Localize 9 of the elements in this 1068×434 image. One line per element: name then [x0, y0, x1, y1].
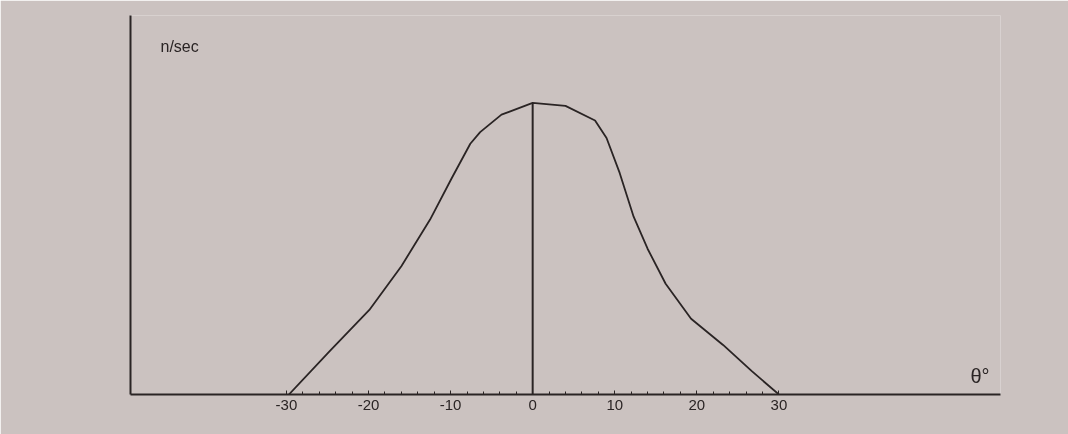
- x-tick-label: 30: [770, 395, 788, 413]
- x-tick-label: -30: [275, 395, 298, 413]
- x-tick-label: -10: [439, 395, 462, 413]
- y-axis-title: n/sec: [160, 37, 199, 55]
- x-tick-label: 10: [606, 395, 624, 413]
- x-tick-label: 0: [528, 395, 537, 413]
- x-tick-label: 20: [688, 395, 706, 413]
- x-axis-title: θ°: [970, 364, 990, 387]
- x-tick-label: -20: [357, 395, 380, 413]
